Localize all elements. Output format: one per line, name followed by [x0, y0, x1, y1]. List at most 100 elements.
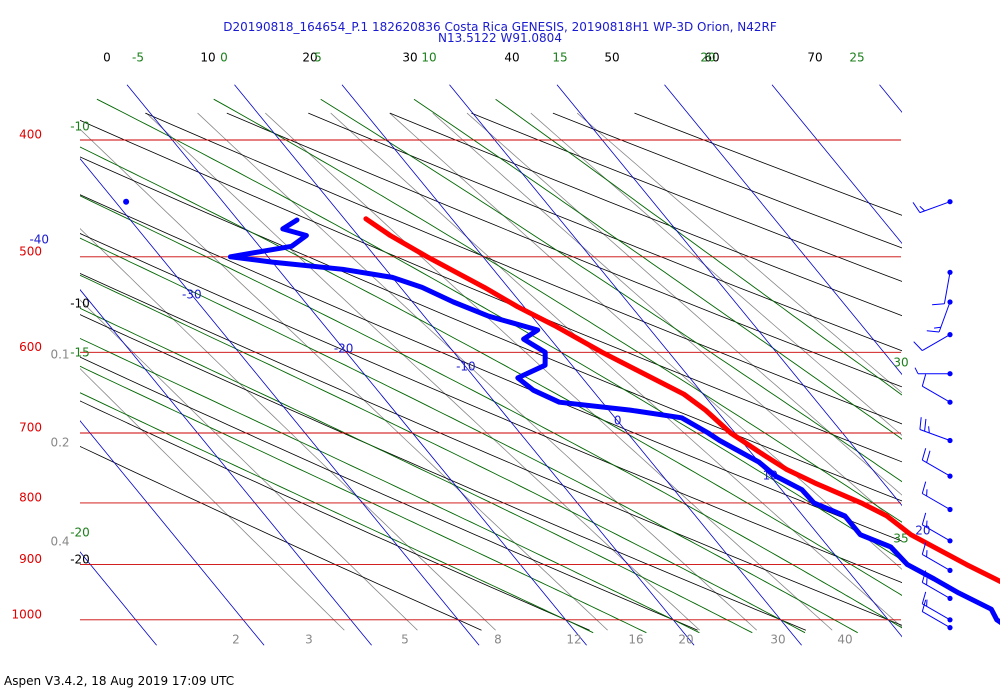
wind-barb — [921, 374, 953, 405]
moist-adiabat-label: 5 — [314, 51, 322, 65]
temperature-profile-line — [363, 216, 1000, 585]
dry-adiabat-label: -20 — [70, 553, 90, 567]
moist-adiabat-label: 0 — [220, 51, 228, 65]
wind-barb — [921, 512, 953, 544]
isotherm-line — [556, 84, 902, 507]
wind-barb-dot — [947, 199, 953, 205]
moist-adiabat-label: -20 — [70, 526, 90, 540]
mixing-ratio-label: 40 — [837, 633, 852, 647]
mixing-ratio-label: 2 — [232, 633, 240, 647]
moist-adiabat-label: 15 — [552, 51, 567, 65]
isotherm-line — [126, 84, 587, 646]
dry-adiabat-line — [80, 445, 482, 631]
moist-adiabat-line — [80, 307, 753, 634]
wind-barb-shaft — [943, 272, 951, 304]
moist-adiabat-line — [320, 98, 902, 483]
pressure-tick-label: 800 — [19, 490, 42, 504]
chart-title-line1: D20190818_164654_P.1 182620836 Costa Ric… — [223, 20, 777, 34]
dry-adiabat-line — [471, 112, 902, 282]
isotherm-line — [341, 84, 802, 646]
isotherm-label: -10 — [456, 360, 476, 374]
isotherm-line — [449, 84, 902, 638]
moist-adiabat-label: -15 — [70, 346, 90, 360]
isotherm-label: -20 — [334, 342, 354, 356]
mixing-ratio-line — [80, 368, 345, 631]
mixing-ratio-label: 3 — [305, 633, 313, 647]
wind-barb-shaft — [922, 334, 951, 352]
moist-adiabat-line — [80, 274, 806, 634]
wind-barb — [912, 199, 953, 214]
wind-barb-shaft — [919, 429, 951, 441]
dry-adiabat-label: 10 — [200, 51, 215, 65]
dry-adiabat-label: 60 — [704, 51, 719, 65]
wind-barb-feather — [921, 591, 927, 604]
isotherm-label: -30 — [182, 288, 202, 302]
moist-adiabat-label: 20 — [700, 51, 715, 65]
wind-barb-feather — [919, 205, 925, 212]
isotherm-line — [80, 551, 157, 646]
dry-adiabat-line — [308, 112, 902, 352]
pressure-tick-label: 1000 — [11, 607, 42, 621]
isotherm-label: -40 — [29, 233, 49, 247]
dry-adiabat-label: 20 — [302, 51, 317, 65]
wind-barb-dot — [947, 538, 953, 544]
wind-barb-shaft — [922, 553, 951, 571]
wind-barb-shaft — [922, 459, 951, 477]
moist-adiabat-line — [413, 98, 902, 440]
moist-adiabat-line — [80, 237, 858, 634]
mixing-ratio-line — [265, 112, 833, 631]
wind-barb — [913, 332, 953, 352]
wind-barb-feather — [919, 417, 922, 430]
wind-barb-feather — [921, 448, 927, 461]
wind-barb — [921, 542, 953, 574]
footer-version: Aspen V3.4.2, 18 Aug 2019 17:09 UTC — [4, 674, 235, 688]
wind-barb-feather — [914, 367, 919, 374]
dry-adiabat-label: 70 — [807, 51, 822, 65]
wind-barb-feather — [924, 418, 927, 432]
mixing-ratio-line — [576, 112, 902, 394]
moist-adiabat-line — [80, 337, 700, 634]
moist-adiabat-label: 30 — [893, 356, 908, 370]
dry-adiabat-label: -10 — [70, 297, 90, 311]
wind-barb-feather — [926, 450, 931, 463]
wind-barb-shaft — [922, 603, 951, 621]
wind-barb — [926, 299, 953, 333]
isotherm-line — [664, 84, 902, 376]
wind-barb-shaft — [938, 301, 951, 333]
wind-barb-feather — [932, 303, 945, 306]
mixing-ratio-label: 5 — [401, 633, 409, 647]
mixing-ratio-line — [432, 112, 902, 529]
chart-title-line2: N13.5122 W91.0804 — [438, 31, 562, 45]
wind-barb — [919, 417, 953, 444]
moist-adiabat-label: -10 — [70, 120, 90, 134]
dry-adiabat-label: 50 — [604, 51, 619, 65]
mixing-ratio-label: 20 — [678, 633, 693, 647]
moist-adiabat-line — [80, 365, 647, 634]
isotherm-line — [234, 84, 695, 646]
moist-adiabat-line — [80, 195, 902, 629]
wind-barb-feather — [921, 512, 927, 525]
wind-barb-feather — [921, 374, 927, 387]
wind-barb — [921, 591, 953, 623]
wind-barb — [914, 367, 953, 377]
pressure-tick-label: 700 — [19, 421, 42, 435]
wind-barb-shaft — [922, 524, 951, 542]
isotherm-line — [80, 289, 372, 646]
mixing-ratio-label: 12 — [566, 633, 581, 647]
isotherm-line — [771, 84, 902, 244]
wind-barb-feather — [928, 426, 930, 433]
isotherm-line — [80, 157, 480, 646]
wind-barb — [921, 599, 953, 631]
wind-barb-feather — [921, 570, 927, 583]
wind-barb-feather — [921, 599, 927, 612]
isotherm-label: 0 — [614, 414, 622, 428]
wind-barb-feather — [926, 330, 940, 333]
dry-adiabat-line — [145, 112, 902, 425]
moist-adiabat-line — [80, 146, 902, 596]
moist-adiabat-line — [96, 98, 902, 561]
dry-adiabat-line — [226, 112, 902, 388]
dry-adiabat-label: 0 — [103, 51, 111, 65]
moist-adiabat-label: 10 — [421, 51, 436, 65]
dewpoint-point — [123, 198, 130, 205]
